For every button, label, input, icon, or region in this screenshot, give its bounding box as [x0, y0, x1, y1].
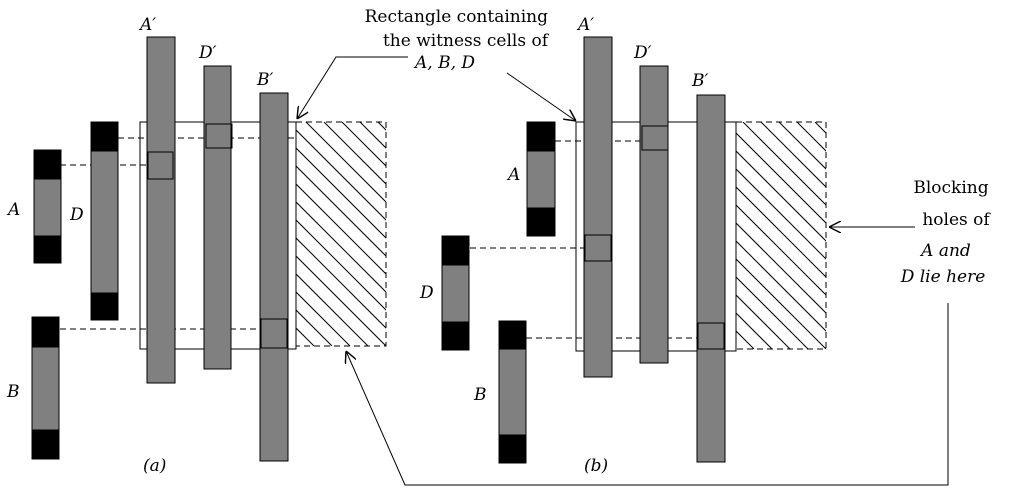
hatch-line [959, 122, 1010, 349]
label-D-prime-b: D′ [633, 43, 652, 63]
blocking-annotation: Blocking holes of A and D lie here [346, 178, 991, 486]
column-A-a [33, 149, 62, 264]
arrow-to-rectangle-b [506, 72, 576, 121]
blocking-caption-line-4: D lie here [900, 267, 986, 287]
arrow-to-rectangle-a [297, 56, 408, 119]
hatch-line [296, 147, 386, 239]
hatch-line [296, 219, 386, 311]
hatch-line [736, 186, 826, 278]
label-A-a: A [6, 200, 20, 220]
blocking-caption-line-1: Blocking [913, 178, 988, 198]
hatch-line [296, 237, 386, 329]
hatch-line [296, 273, 369, 346]
label-A-prime-b: A′ [576, 15, 594, 35]
hatch-line [296, 201, 386, 293]
column-D-prime-a [203, 65, 232, 370]
hatch-line [736, 150, 826, 242]
hatch-line [736, 204, 826, 296]
witness-cell-B [260, 318, 288, 349]
hatch-line [995, 122, 1010, 349]
hatch-line [296, 129, 386, 221]
hatch-line [736, 240, 826, 332]
column-B-prime-b [696, 94, 726, 463]
column-D-b [441, 235, 470, 351]
witness-cell-D [584, 234, 612, 262]
hatch-line [851, 122, 1010, 349]
caption-panel-a: (a) [143, 456, 166, 476]
hatch-line [341, 122, 386, 167]
hatch-line [296, 183, 386, 275]
blocking-caption-line-2: holes of [922, 210, 991, 230]
hatch-line [736, 222, 826, 314]
label-A-prime-a: A′ [138, 15, 156, 35]
hatch-line [323, 122, 386, 185]
column-A-prime-b [583, 36, 613, 378]
arrow-to-blocking-a [346, 303, 949, 486]
label-B-b: B [473, 385, 487, 405]
hatch-line [760, 122, 826, 188]
column-D-prime-b [639, 65, 669, 364]
blocking-region-a [295, 121, 387, 347]
witness-cell-A [147, 151, 174, 180]
rectangle-caption-line-3: A, B, D [413, 53, 475, 73]
rectangle-caption-line-2: the witness cells of [383, 31, 550, 51]
hatch-line [742, 122, 826, 206]
panel-a: A D B A′ D′ B′ (a) [6, 15, 387, 476]
hatch-line [305, 122, 386, 203]
caption-panel-b: (b) [584, 456, 608, 476]
column-D-a [90, 121, 119, 321]
hatch-line [833, 122, 1010, 349]
hatch-line [736, 132, 826, 224]
column-B-prime-a [259, 92, 289, 462]
blocking-region-b [735, 121, 1010, 350]
blocking-caption-line-3: A and [919, 241, 971, 261]
hatch-line [296, 255, 386, 346]
hatch-line [778, 122, 826, 170]
column-B-b [498, 320, 527, 464]
label-D-prime-a: D′ [198, 43, 217, 63]
hatch-line [377, 122, 386, 131]
hatch-line [869, 122, 1010, 349]
hatch-line [977, 122, 1010, 349]
hatch-line [296, 291, 351, 346]
hatch-line [923, 122, 1010, 349]
hatch-line [814, 122, 826, 134]
hatch-line [736, 276, 809, 349]
witness-cell-D [205, 123, 233, 149]
label-A-b: A [506, 165, 520, 185]
hatch-line [296, 165, 386, 257]
label-D-a: D [69, 205, 84, 225]
hatch-line [796, 122, 826, 152]
rectangle-caption-line-1: Rectangle containing [365, 7, 549, 27]
column-A-prime-a [146, 36, 176, 384]
hatch-line [905, 122, 1010, 349]
hatch-line [941, 122, 1010, 349]
label-B-prime-b: B′ [691, 71, 708, 91]
panel-b: A D B A′ D′ B′ (b) [419, 15, 1010, 476]
witness-cell-A [641, 125, 669, 151]
rectangle-annotation: Rectangle containing the witness cells o… [297, 7, 576, 121]
column-A-b [526, 121, 556, 237]
label-B-prime-a: B′ [256, 70, 273, 90]
label-D-b: D [419, 283, 434, 303]
hatch-line [736, 294, 791, 349]
hatch-line [736, 258, 826, 349]
hatch-line [736, 168, 826, 260]
witness-cell-B [697, 322, 725, 350]
column-B-a [31, 316, 60, 460]
label-B-a: B [6, 382, 20, 402]
